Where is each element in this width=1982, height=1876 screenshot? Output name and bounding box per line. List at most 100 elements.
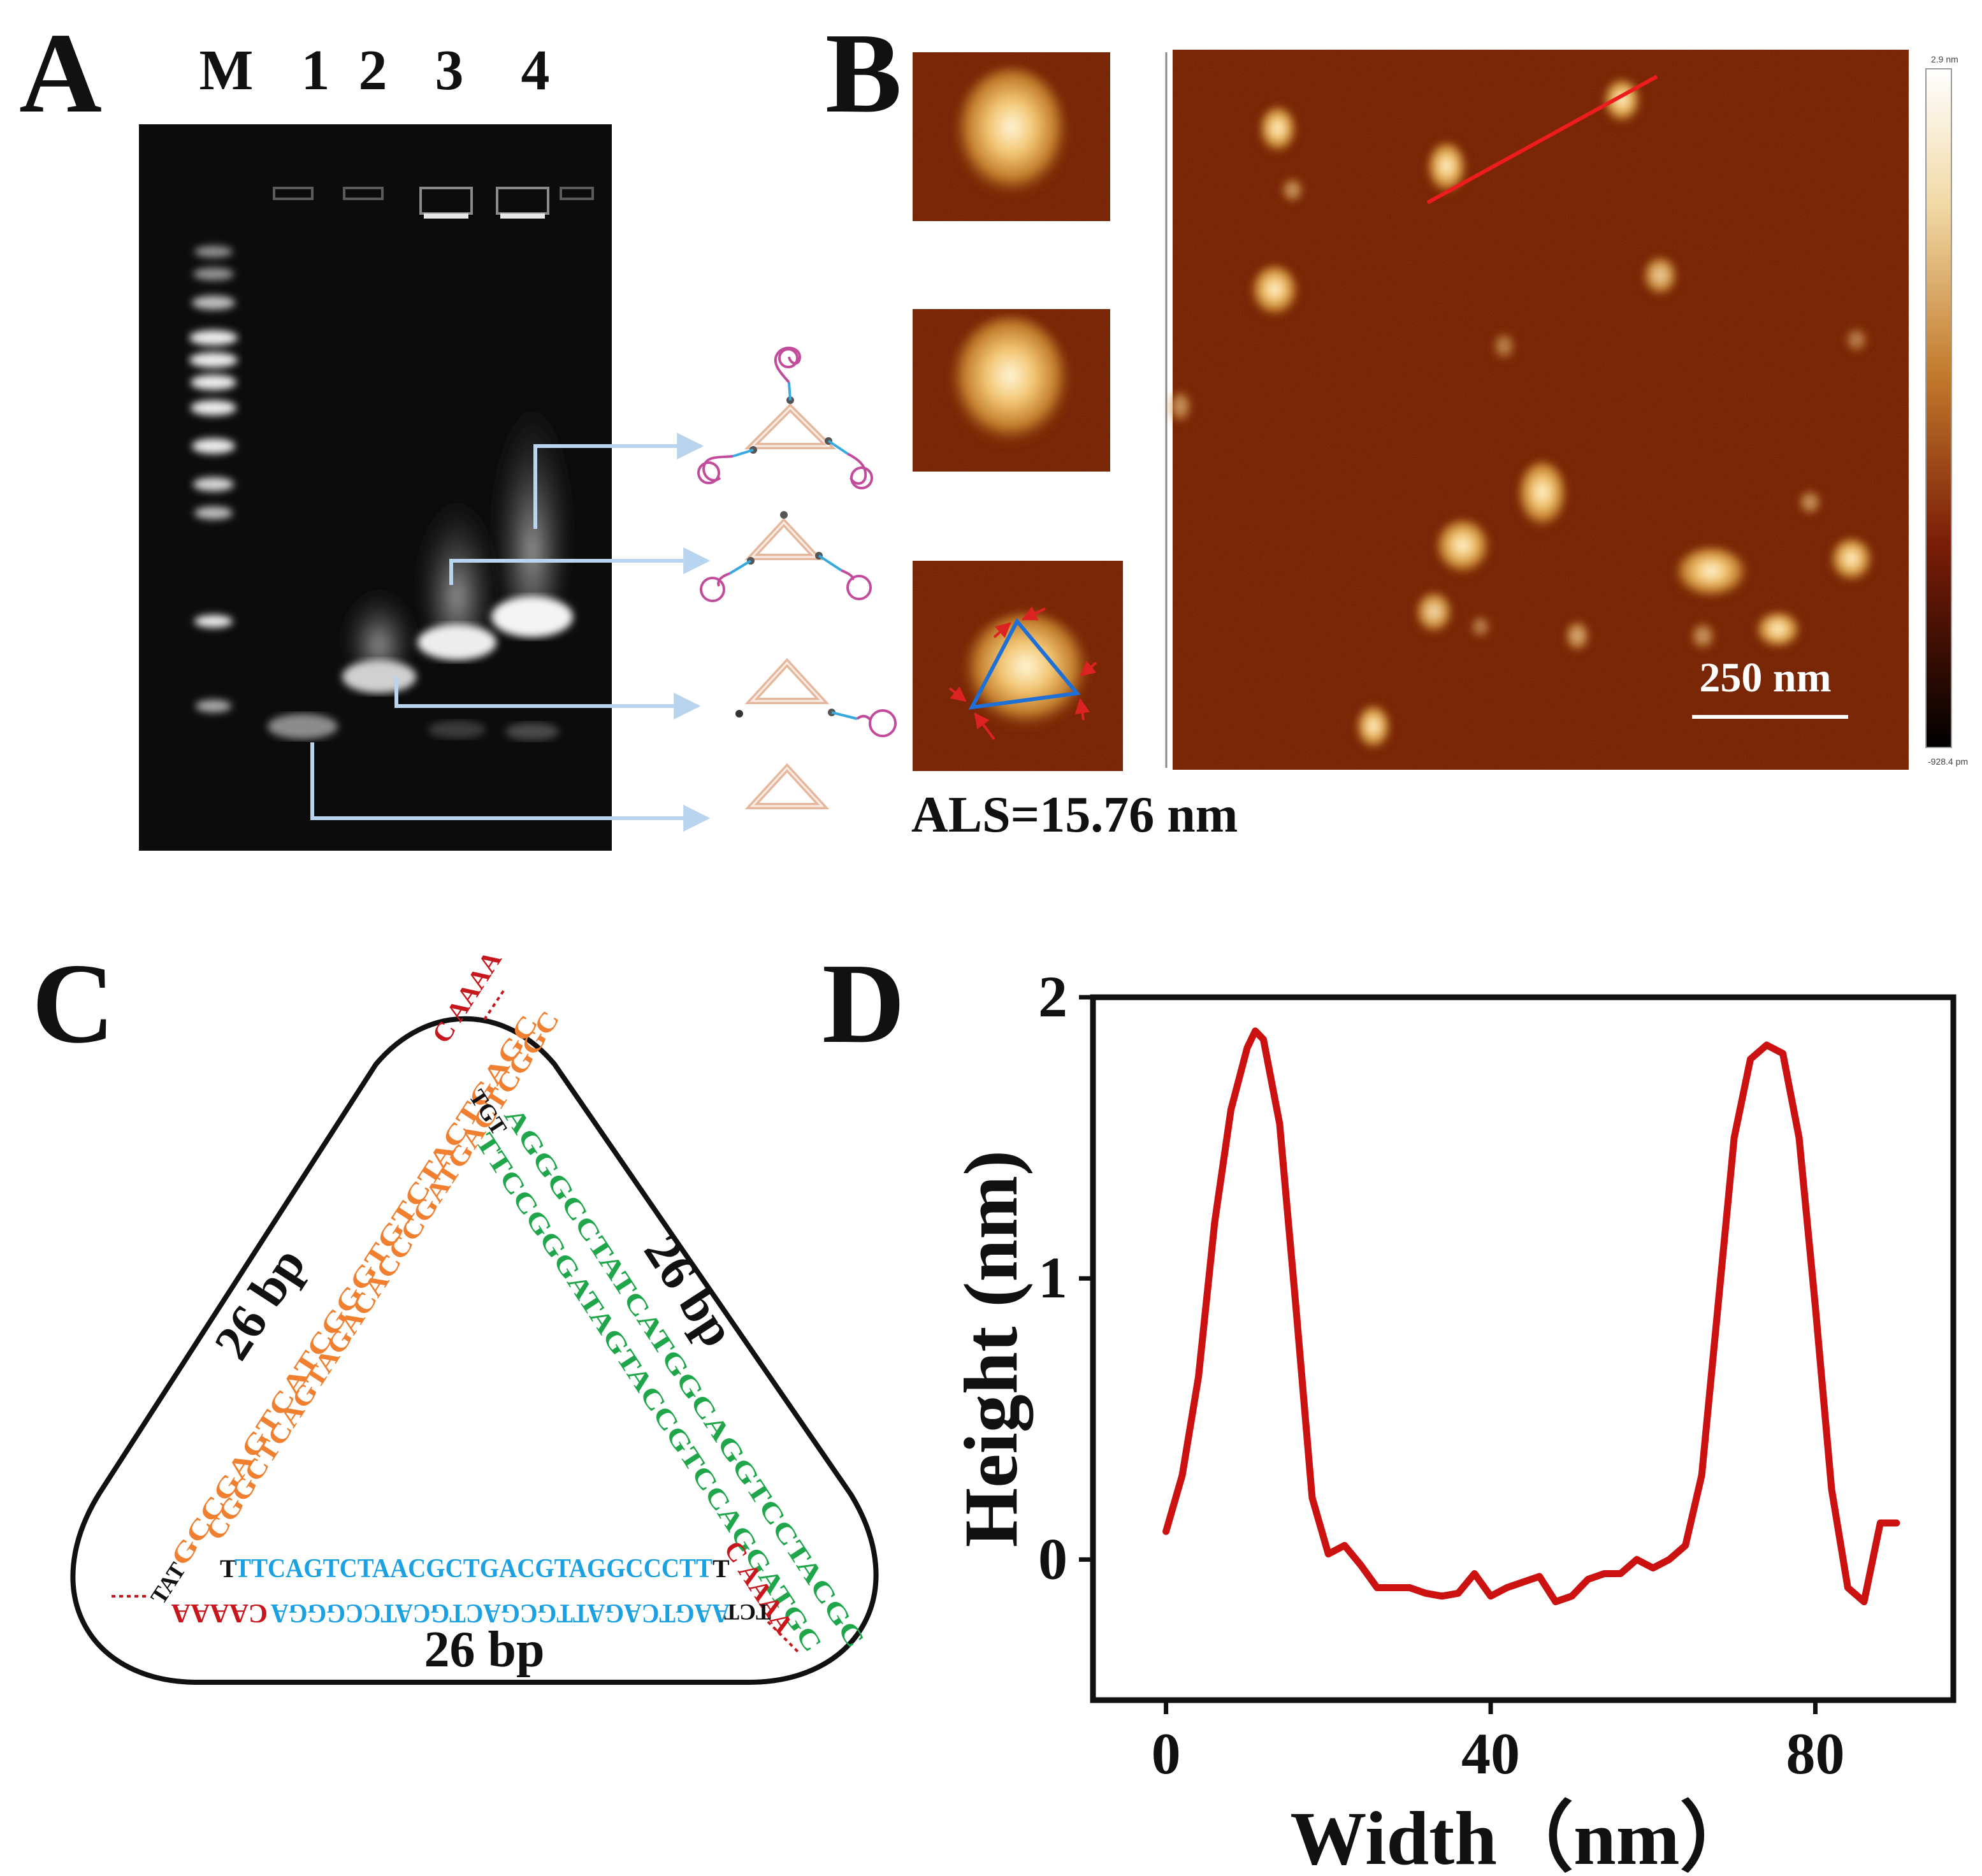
als-label: ALS=15.76 nm [911, 787, 1238, 843]
band-lane-1 [268, 714, 338, 739]
afm-particle [1755, 612, 1801, 650]
aptamer-loop [702, 455, 734, 482]
band-lane-2 [342, 660, 416, 693]
x-tick-label: 0 [1152, 1721, 1181, 1786]
afm-inset-3 [913, 561, 1123, 771]
edge-arrows [948, 606, 1097, 740]
panel-b: B ALS=15.76 nm [825, 10, 1968, 843]
ladder-band [194, 615, 233, 628]
triangle-trace [968, 617, 1081, 710]
seq-red-c-left: C [249, 1598, 268, 1627]
lane-label-1: 1 [301, 39, 330, 102]
triangle-outline [744, 763, 830, 809]
rounded-triangle-outline [70, 1016, 879, 1685]
afm-particle [1642, 257, 1678, 298]
afm-particle [1517, 461, 1568, 531]
aptamer-loop [700, 577, 725, 602]
afm-particle [1356, 705, 1391, 751]
seq-red-tail-left: AAAA [171, 1598, 249, 1627]
ladder-band [194, 507, 233, 519]
schematic-single-loop [735, 658, 897, 737]
lane-label-4: 4 [521, 39, 550, 102]
aptamer-loop [847, 452, 867, 485]
afm-particles [1169, 79, 1873, 751]
aptamer-loop [846, 575, 872, 600]
connector-lane-2 [394, 677, 701, 719]
panel-c: C 26 bp 26 bp 26 bp GCCGAGTCATCGGGTGTCTA… [32, 940, 879, 1685]
connector-lane-3 [449, 547, 711, 585]
afm-particle [1690, 623, 1716, 651]
bottom-inverted-strand: TCT AAGTCAGATTGCGACTGCATCCGGGA C AAAA [171, 1598, 771, 1627]
lane-label-m: M [199, 39, 254, 102]
schematic-triple-loop [697, 347, 873, 489]
afm-particle [1470, 616, 1491, 639]
afm-particle [1426, 142, 1467, 196]
panel-b-label: B [825, 10, 902, 136]
afm-particle [1845, 328, 1868, 354]
ladder-band [189, 352, 238, 368]
afm-particle [1259, 106, 1297, 155]
side-length-bottom: 26 bp [424, 1622, 545, 1678]
afm-particle [1830, 538, 1873, 584]
afm-particle [1565, 621, 1590, 653]
x-tick-label: 40 [1461, 1721, 1520, 1786]
afm-inset-2 [913, 309, 1110, 472]
triangle-outline [744, 658, 830, 704]
band-lane-4 [491, 596, 573, 637]
ladder-band [191, 375, 236, 390]
height-profile-chart: 0 40 80 0 1 2 Width（nm） Height (nm) [948, 964, 1957, 1876]
band-lane-4-low [505, 723, 559, 740]
band-lane-3-low [428, 721, 486, 739]
connector-lane-1 [310, 742, 711, 832]
afm-colorbar: 2.9 nm -928.4 pm [1925, 54, 1968, 767]
aptamer-loop [869, 709, 897, 737]
x-axis-label: Width（nm） [1290, 1796, 1756, 1876]
seq-black-t-left: T [220, 1554, 237, 1583]
band-lane-3 [417, 624, 496, 660]
panel-d-label: D [822, 940, 905, 1067]
smear-lane-2 [344, 574, 414, 675]
y-tick-label: 2 [1038, 964, 1067, 1029]
gel-wells [273, 187, 594, 215]
afm-inset-1 [913, 52, 1110, 221]
ladder-lane-m [189, 246, 238, 712]
ladder-band [192, 296, 235, 310]
lane-label-2: 2 [359, 39, 387, 102]
y-tick-label: 0 [1038, 1526, 1067, 1591]
ladder-band [194, 246, 233, 257]
lane-label-3: 3 [435, 39, 464, 102]
seq-blue-top: TTCAGTCTAACGCTGACGTAGGCCCTT [235, 1554, 713, 1584]
afm-particle [1415, 592, 1453, 635]
triangle-outline [744, 403, 837, 449]
afm-particle [1169, 391, 1192, 424]
gel-connectors [310, 433, 711, 832]
ladder-band [191, 400, 236, 415]
afm-particle [1435, 519, 1491, 577]
colorbar-max-label: 2.9 nm [1931, 54, 1958, 64]
panel-a: A M 1 2 3 4 [19, 10, 897, 851]
gel-image [139, 124, 612, 851]
colorbar-min-label: -928.4 pm [1928, 756, 1968, 767]
ladder-band [193, 268, 234, 280]
smear-lane-4 [494, 363, 570, 631]
afm-particle [1250, 265, 1299, 319]
schematic-bare-triangle [744, 763, 830, 809]
well-band-4 [500, 213, 545, 219]
afm-particle [1674, 547, 1748, 600]
plot-frame [1090, 994, 1957, 1703]
y-axis-label: Height (nm) [948, 1150, 1034, 1547]
afm-particle [1798, 491, 1821, 516]
ladder-band [196, 700, 231, 712]
ladder-band [193, 477, 234, 491]
ladder-band [189, 330, 238, 345]
well-band-3 [424, 213, 468, 219]
scale-bar-label: 250 nm [1699, 654, 1831, 701]
schematic-double-loop [700, 511, 872, 602]
panel-c-label: C [32, 940, 115, 1067]
seq-red-tail-top: AAAA [441, 946, 508, 1027]
afm-particle [1493, 333, 1515, 361]
profile-line [1426, 75, 1658, 205]
afm-main-image: 250 nm [1169, 50, 1909, 770]
seq-black-tct: TCT [724, 1599, 771, 1625]
